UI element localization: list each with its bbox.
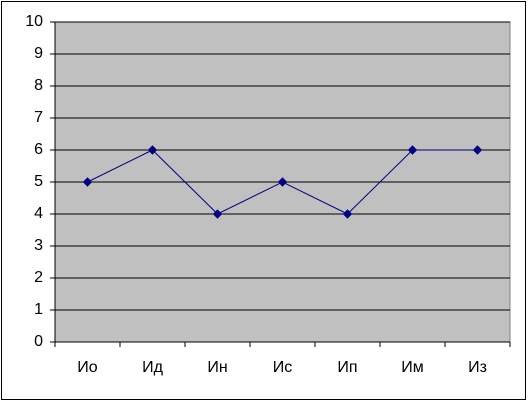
- x-tick-label: Из: [468, 359, 487, 376]
- y-tick-label: 5: [34, 173, 43, 190]
- data-point: [277, 177, 288, 187]
- y-tick-label: 0: [34, 333, 43, 350]
- y-tick-label: 2: [34, 269, 43, 286]
- y-tick-label: 6: [34, 141, 43, 158]
- x-tick-label: Ис: [273, 359, 293, 376]
- x-tick-label: Ип: [337, 359, 357, 376]
- y-tick-label: 8: [34, 77, 43, 94]
- y-tick-label: 10: [25, 13, 43, 30]
- y-tick-label: 4: [34, 205, 43, 222]
- y-tick-label: 9: [34, 45, 43, 62]
- data-point: [82, 177, 93, 187]
- x-tick-label: Им: [401, 359, 424, 376]
- x-tick-label: Ин: [207, 359, 227, 376]
- y-tick-label: 1: [34, 301, 43, 318]
- data-point: [147, 145, 158, 155]
- x-tick-label: Ид: [142, 359, 164, 376]
- data-point: [472, 145, 483, 155]
- y-tick-label: 3: [34, 237, 43, 254]
- data-point: [407, 145, 418, 155]
- data-point: [212, 209, 223, 219]
- x-tick-label: Ио: [77, 359, 98, 376]
- y-tick-label: 7: [34, 109, 43, 126]
- data-point: [342, 209, 353, 219]
